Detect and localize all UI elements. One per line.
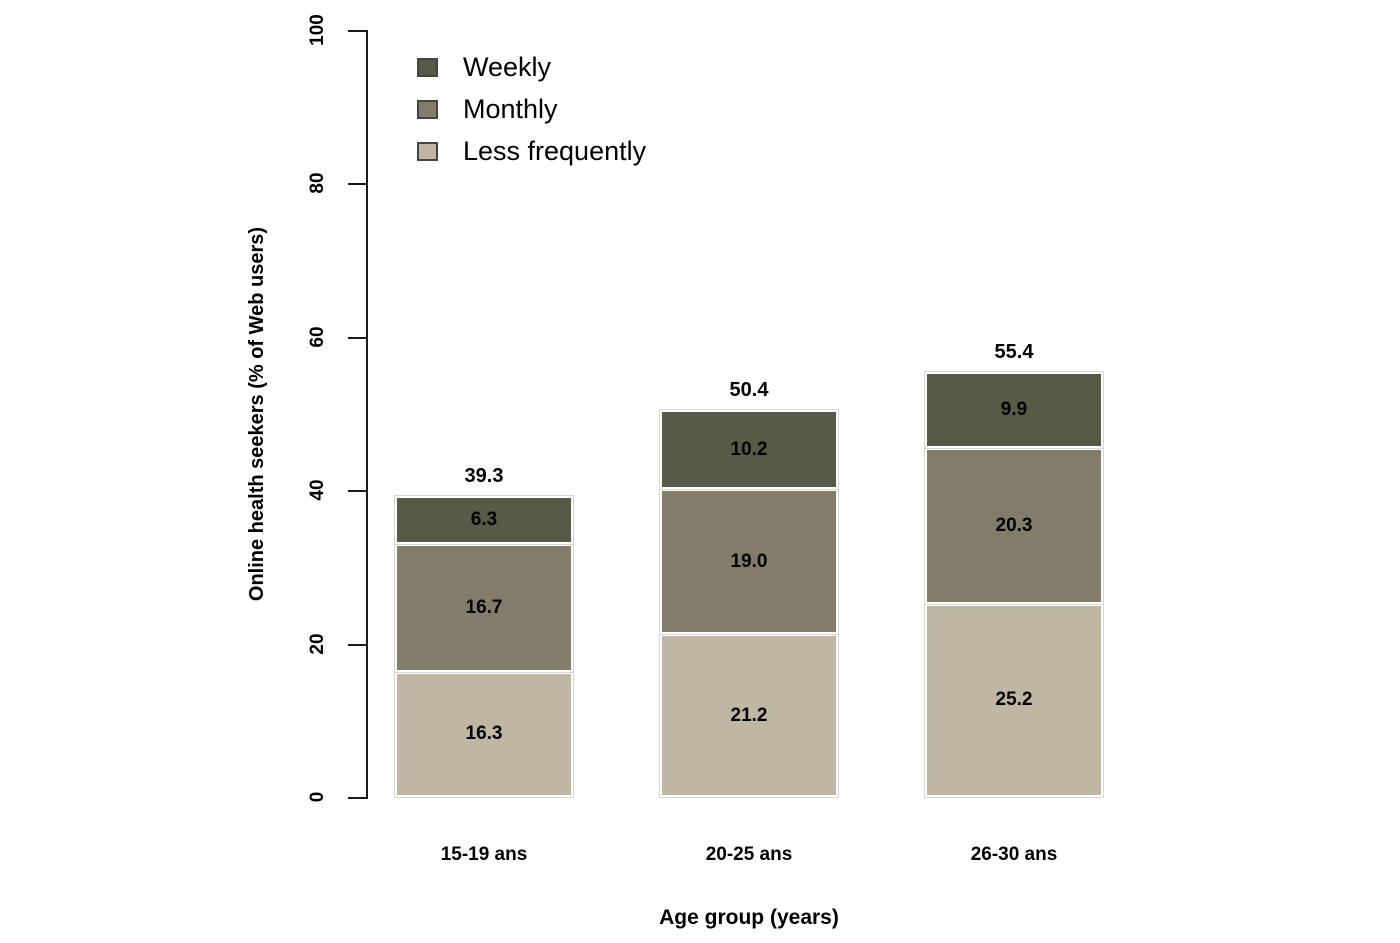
- legend-label: Less frequently: [463, 136, 647, 166]
- legend-row: Monthly: [417, 94, 646, 125]
- legend: Weekly Monthly Less frequently: [417, 52, 646, 167]
- y-axis-tick-label: 20: [307, 633, 328, 655]
- y-axis-tick-label: 60: [307, 326, 328, 348]
- y-axis-tick: [348, 490, 366, 493]
- bar-segment-less-frequently: 16.3: [395, 671, 573, 797]
- legend-swatch-icon: [417, 100, 438, 119]
- bar-total-label: 39.3: [464, 464, 504, 487]
- bar-total-label: 55.4: [994, 341, 1034, 364]
- segment-value-label: 19.0: [730, 550, 768, 572]
- bar-segment-less-frequently: 21.2: [660, 634, 838, 797]
- bar-segment-less-frequently: 25.2: [925, 603, 1103, 797]
- bar-segment-weekly: 9.9: [925, 372, 1103, 448]
- y-axis-tick-label: 0: [307, 791, 328, 803]
- legend-row: Weekly: [417, 52, 646, 83]
- segment-value-label: 6.3: [470, 508, 498, 530]
- y-axis-title: Online health seekers (% of Web users): [246, 226, 268, 602]
- y-axis-line: [366, 30, 368, 799]
- y-axis-tick-label: 100: [307, 14, 328, 46]
- bar-segment-monthly: 16.7: [395, 543, 573, 672]
- legend-label: Monthly: [463, 94, 558, 124]
- bar-segment-weekly: 6.3: [395, 495, 573, 544]
- segment-value-label: 9.9: [1000, 399, 1028, 421]
- y-axis-tick: [348, 336, 366, 339]
- y-axis-tick: [348, 643, 366, 646]
- legend-label: Weekly: [463, 52, 552, 82]
- segment-value-label: 25.2: [995, 689, 1033, 711]
- y-axis-tick-label: 40: [307, 479, 328, 501]
- bar-segment-monthly: 20.3: [925, 448, 1103, 604]
- segment-value-label: 21.2: [730, 704, 768, 726]
- segment-value-label: 10.2: [730, 438, 768, 460]
- bar-segment-weekly: 10.2: [660, 410, 838, 489]
- segment-value-label: 16.3: [465, 723, 503, 745]
- segment-value-label: 20.3: [995, 514, 1033, 536]
- y-axis-tick-label: 80: [307, 172, 328, 194]
- x-category-label: 20-25 ans: [705, 844, 793, 865]
- bar-segment-monthly: 19.0: [660, 488, 838, 635]
- segment-value-label: 16.7: [465, 596, 503, 618]
- x-axis-title: Age group (years): [659, 906, 839, 929]
- y-axis-tick: [348, 30, 366, 32]
- y-axis-tick: [348, 797, 366, 799]
- x-category-label: 26-30 ans: [970, 844, 1058, 865]
- legend-swatch-icon: [417, 58, 438, 77]
- legend-row: Less frequently: [417, 136, 646, 167]
- y-axis-tick: [348, 183, 366, 186]
- legend-swatch-icon: [417, 142, 438, 161]
- x-category-label: 15-19 ans: [440, 844, 528, 865]
- bar-total-label: 50.4: [729, 379, 769, 402]
